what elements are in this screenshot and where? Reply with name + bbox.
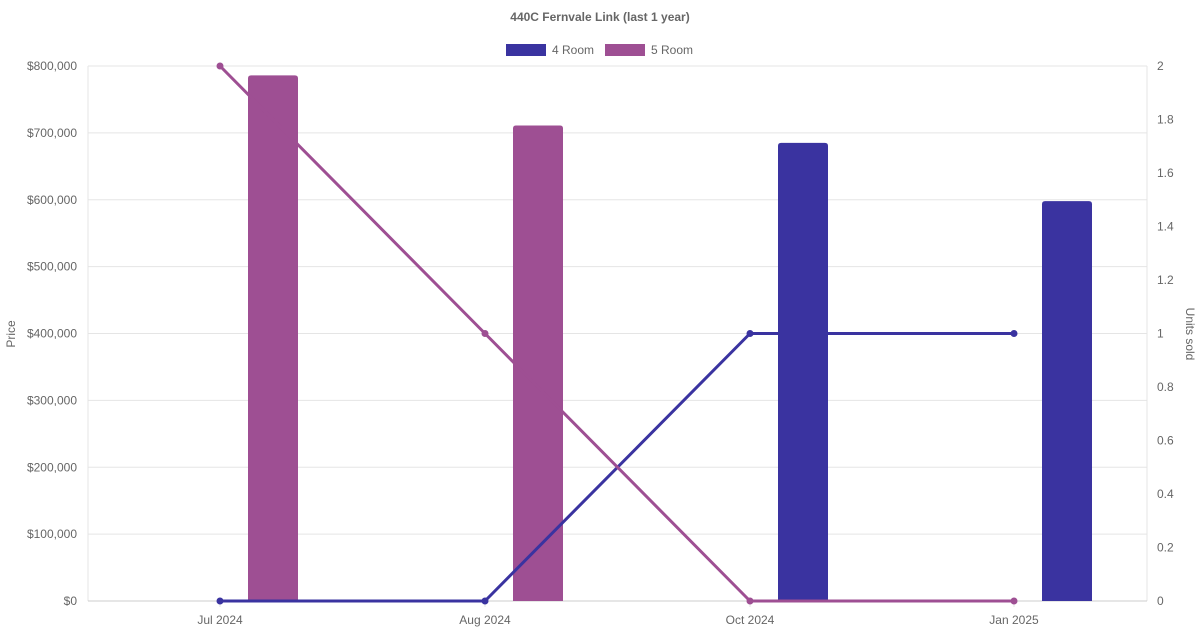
left-tick-label: $300,000	[27, 393, 77, 407]
right-tick-label: 0	[1157, 594, 1164, 608]
left-tick-label: $400,000	[27, 327, 77, 341]
legend-label-5-room: 5 Room	[651, 43, 693, 57]
right-tick-label: 1.8	[1157, 113, 1174, 127]
gridlines	[87, 65, 1148, 607]
bar-5-room[interactable]	[248, 75, 298, 602]
x-tick-label: Jul 2024	[197, 613, 243, 627]
left-tick-label: $200,000	[27, 460, 77, 474]
left-tick-label: $600,000	[27, 193, 77, 207]
x-tick-label: Jan 2025	[989, 613, 1039, 627]
right-tick-label: 0.8	[1157, 380, 1174, 394]
point-5-room[interactable]	[1010, 597, 1018, 605]
point-5-room[interactable]	[481, 330, 489, 337]
right-tick-label: 1.6	[1157, 166, 1174, 180]
point-4-room[interactable]	[481, 597, 489, 605]
line-5-room	[218, 64, 1014, 603]
left-tick-label: $500,000	[27, 260, 77, 274]
right-tick-label: 1	[1157, 327, 1164, 341]
left-tick-label: $700,000	[27, 126, 77, 140]
point-4-room[interactable]	[216, 597, 224, 605]
right-axis-title: Units sold	[1183, 308, 1197, 361]
right-tick-label: 0.2	[1157, 541, 1174, 555]
price-bars	[248, 75, 1092, 602]
x-tick-label: Aug 2024	[459, 613, 511, 627]
right-tick-label: 0.6	[1157, 434, 1174, 448]
legend-swatch-5-room	[605, 44, 645, 56]
legend-item-4-room[interactable]: 4 Room	[506, 43, 594, 57]
legend[interactable]: 4 Room 5 Room	[506, 43, 693, 57]
chart-title: 440C Fernvale Link (last 1 year)	[510, 10, 689, 24]
bar-5-room[interactable]	[513, 125, 563, 602]
point-4-room[interactable]	[1010, 330, 1018, 337]
point-4-room[interactable]	[746, 330, 754, 337]
units-lines	[216, 62, 1018, 605]
x-axis-ticks: Jul 2024 Aug 2024 Oct 2024 Jan 2025	[197, 613, 1039, 627]
right-tick-label: 2	[1157, 59, 1164, 73]
left-tick-label: $800,000	[27, 59, 77, 73]
left-axis-title: Price	[4, 320, 18, 348]
point-5-room[interactable]	[216, 62, 224, 70]
bar-4-room[interactable]	[1042, 201, 1092, 601]
point-5-room[interactable]	[746, 597, 754, 605]
right-axis-ticks: 0 0.2 0.4 0.6 0.8 1 1.2 1.4 1.6 1.8 2	[1157, 59, 1174, 608]
left-tick-label: $100,000	[27, 527, 77, 541]
legend-label-4-room: 4 Room	[552, 43, 594, 57]
right-tick-label: 1.2	[1157, 273, 1174, 287]
x-tick-label: Oct 2024	[726, 613, 775, 627]
legend-item-5-room[interactable]: 5 Room	[605, 43, 693, 57]
left-tick-label: $0	[64, 594, 78, 608]
legend-swatch-4-room	[506, 44, 546, 56]
right-tick-label: 0.4	[1157, 487, 1174, 501]
left-axis-ticks: $0 $100,000 $200,000 $300,000 $400,000 $500,0…	[27, 59, 77, 608]
bar-4-room[interactable]	[778, 142, 828, 601]
right-tick-label: 1.4	[1157, 220, 1174, 234]
